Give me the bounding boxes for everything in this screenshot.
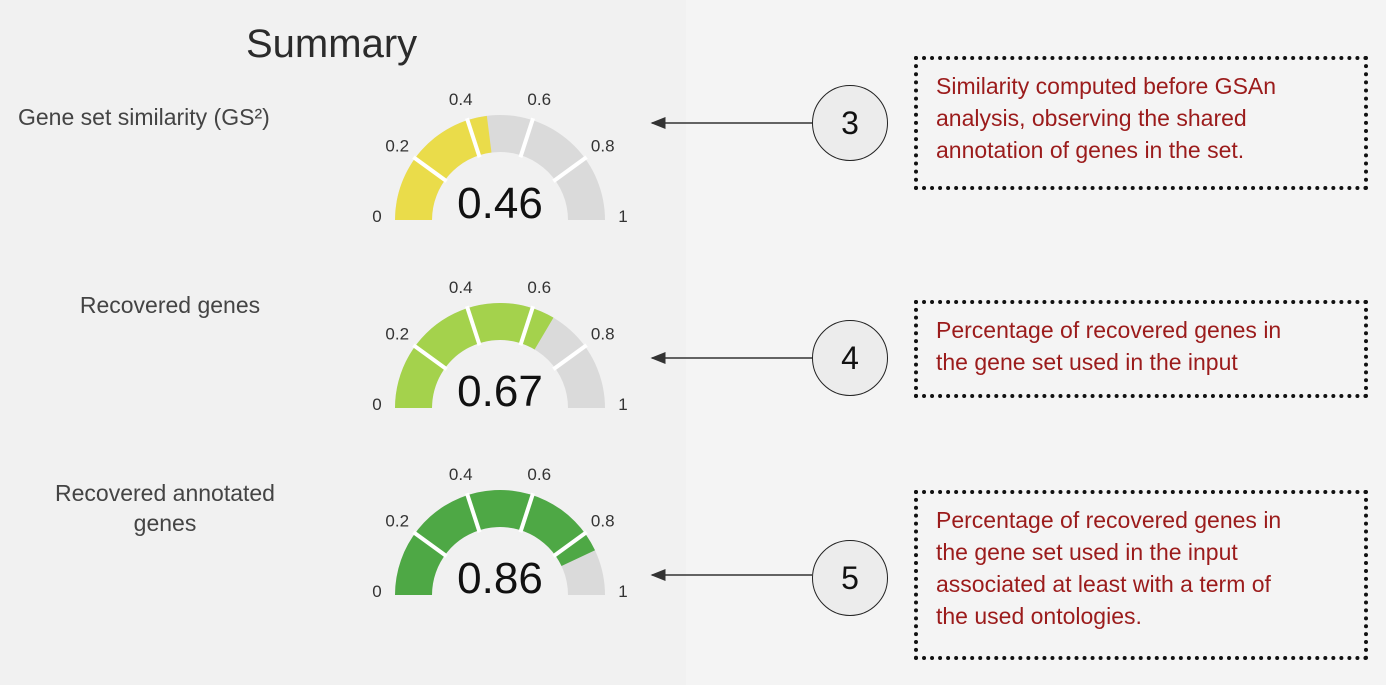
- gauge-separator: [518, 117, 535, 158]
- gauge-label-recovered-annotated-genes: Recovered annotated genes: [55, 480, 275, 536]
- gauge-tick-label: 1: [618, 582, 627, 601]
- gauge-label-gs2: Gene set similarity (GS²): [18, 104, 270, 130]
- gauge-value: 0.46: [457, 179, 543, 228]
- gauge-separator: [465, 305, 482, 346]
- gauge-tick-label: 0.6: [527, 90, 551, 109]
- gauge-tick-label: 0.8: [591, 511, 615, 530]
- step-marker-4: 4: [812, 320, 888, 396]
- gauge-separator: [412, 530, 448, 558]
- gauge-fill: [395, 115, 492, 220]
- gauge-tick-label: 0: [372, 582, 381, 601]
- gauge-separator: [465, 117, 482, 158]
- note-box-3: Similarity computed before GSAn analysis…: [914, 56, 1368, 190]
- gauge-separator: [412, 155, 448, 183]
- gauge-recovered-genes: 0 0.2 0.4 0.6 0.8 1 0.67: [372, 278, 627, 416]
- gauge-value: 0.67: [457, 367, 543, 416]
- gauge-tick-label: 0.2: [385, 511, 409, 530]
- gauge-tick-label: 0.2: [385, 136, 409, 155]
- gauge-separator: [412, 343, 448, 371]
- gauge-tick-label: 0.4: [449, 90, 473, 109]
- gauge-tick-label: 0.6: [527, 465, 551, 484]
- note-box-5: Percentage of recovered genes in the gen…: [914, 490, 1368, 660]
- gauge-value: 0.86: [457, 554, 543, 603]
- gauge-fill: [395, 490, 596, 595]
- gauge-separator: [465, 492, 482, 533]
- step-marker-3: 3: [812, 85, 888, 161]
- gauge-separator: [518, 492, 535, 533]
- gauge-tick-label: 0.2: [385, 324, 409, 343]
- gauge-gs2: 0 0.2 0.4 0.6 0.8 1 0.46: [372, 90, 627, 228]
- gauge-tick-label: 1: [618, 395, 627, 414]
- gauge-tick-label: 0.8: [591, 324, 615, 343]
- note-box-4: Percentage of recovered genes in the gen…: [914, 300, 1368, 398]
- gauge-fill: [395, 303, 554, 408]
- gauge-separator: [518, 305, 535, 346]
- page-title: Summary: [246, 22, 418, 66]
- gauge-tick-label: 0.4: [449, 465, 473, 484]
- gauge-separator: [552, 343, 588, 371]
- gauge-label-recovered-genes: Recovered genes: [79, 292, 261, 318]
- gauge-recovered-annotated-genes: 0 0.2 0.4 0.6 0.8 1 0.86: [372, 465, 627, 603]
- gauge-tick-label: 0.4: [449, 278, 473, 297]
- gauge-tick-label: 0.6: [527, 278, 551, 297]
- gauge-tick-label: 0: [372, 207, 381, 226]
- gauge-tick-label: 1: [618, 207, 627, 226]
- gauge-separator: [552, 530, 588, 558]
- gauge-tick-label: 0: [372, 395, 381, 414]
- step-marker-5: 5: [812, 540, 888, 616]
- gauge-tick-label: 0.8: [591, 136, 615, 155]
- gauge-separator: [552, 155, 588, 183]
